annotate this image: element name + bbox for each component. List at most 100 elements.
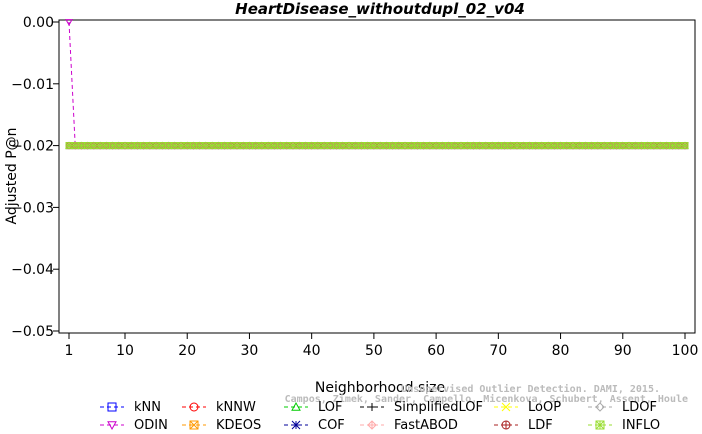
data-point xyxy=(644,142,652,150)
data-point xyxy=(563,142,571,150)
data-point xyxy=(494,142,502,150)
data-point xyxy=(364,142,372,150)
legend-marker xyxy=(501,402,511,412)
data-point xyxy=(413,142,421,150)
legend-marker xyxy=(368,403,376,411)
legend-marker xyxy=(367,420,377,430)
data-point xyxy=(581,142,589,150)
data-point xyxy=(152,142,160,150)
data-point xyxy=(208,142,216,150)
data-point xyxy=(301,142,309,150)
legend-label: FastABOD xyxy=(394,418,458,433)
legend-item-cof: COF xyxy=(284,418,345,433)
data-point xyxy=(115,142,123,150)
data-point xyxy=(227,142,235,150)
data-point xyxy=(588,142,596,150)
data-point xyxy=(619,142,627,150)
legend-item-lof: LOF xyxy=(284,400,343,415)
data-point xyxy=(326,142,334,150)
x-tick-label: 20 xyxy=(178,343,196,359)
data-point xyxy=(345,142,353,150)
data-point xyxy=(600,142,608,150)
data-point xyxy=(557,142,565,150)
data-point xyxy=(463,142,471,150)
data-point xyxy=(277,142,285,150)
data-point xyxy=(339,142,347,150)
data-point xyxy=(90,142,98,150)
data-point xyxy=(258,142,266,150)
legend-item-odin: ODIN xyxy=(100,418,168,433)
x-tick-label: 100 xyxy=(672,343,699,359)
data-point xyxy=(389,142,397,150)
legend-label: LDOF xyxy=(622,400,657,415)
x-tick-label: 1 xyxy=(65,343,74,359)
y-tick-label: −0.03 xyxy=(11,200,54,216)
data-point xyxy=(538,142,546,150)
data-point xyxy=(613,142,621,150)
data-point xyxy=(575,142,583,150)
data-point xyxy=(681,142,689,150)
data-point xyxy=(669,142,677,150)
data-point xyxy=(158,142,166,150)
y-tick-label: −0.02 xyxy=(11,139,54,155)
data-point xyxy=(544,142,552,150)
legend-marker xyxy=(291,401,301,411)
y-axis: 0.00 −0.01 −0.02 −0.03 −0.04 −0.05 xyxy=(11,15,59,340)
data-point xyxy=(507,142,515,150)
data-point xyxy=(457,142,465,150)
series-line xyxy=(68,21,685,147)
legend-label: kNN xyxy=(134,400,161,415)
data-point xyxy=(351,142,359,150)
data-point xyxy=(469,142,477,150)
data-point xyxy=(84,142,92,150)
data-point xyxy=(532,142,540,150)
data-point xyxy=(314,142,322,150)
legend-marker xyxy=(189,420,199,430)
data-point xyxy=(333,142,341,150)
legend-item-ldof: LDOF xyxy=(588,400,657,415)
data-point xyxy=(140,142,148,150)
data-point xyxy=(133,142,141,150)
series-inflo xyxy=(65,142,689,150)
data-point xyxy=(482,142,490,150)
data-point xyxy=(165,142,173,150)
legend-marker xyxy=(501,420,511,430)
x-tick-label: 50 xyxy=(365,343,383,359)
data-point xyxy=(625,142,633,150)
legend-item-fastabod: FastABOD xyxy=(360,418,458,433)
x-axis: 1 10 20 30 40 50 60 70 80 90 100 xyxy=(65,333,699,359)
data-point xyxy=(65,142,73,150)
data-point xyxy=(501,142,509,150)
data-point xyxy=(357,142,365,150)
data-point xyxy=(109,142,117,150)
legend-label: KDEOS xyxy=(216,418,261,433)
data-point xyxy=(121,142,129,150)
legend-item-kdeos: KDEOS xyxy=(182,418,261,433)
data-point xyxy=(476,142,484,150)
data-point xyxy=(252,142,260,150)
legend-label: LDF xyxy=(528,418,553,433)
y-tick-label: −0.01 xyxy=(11,77,54,93)
legend-item-knn: kNN xyxy=(100,400,161,415)
legend-item-knnw: kNNW xyxy=(182,400,256,415)
y-tick-label: −0.04 xyxy=(11,262,54,278)
legend-marker xyxy=(595,420,605,430)
data-point xyxy=(127,142,135,150)
data-point xyxy=(270,142,278,150)
data-point xyxy=(594,142,602,150)
data-point xyxy=(264,142,272,150)
x-tick-label: 40 xyxy=(303,343,321,359)
data-point xyxy=(650,142,658,150)
x-tick-label: 90 xyxy=(614,343,632,359)
series-odin xyxy=(65,19,689,150)
data-point xyxy=(525,142,533,150)
data-point xyxy=(631,142,639,150)
legend-item-inflo: INFLO xyxy=(588,418,660,433)
data-point xyxy=(438,142,446,150)
legend-marker xyxy=(595,402,605,412)
data-point xyxy=(177,142,185,150)
data-point xyxy=(146,142,154,150)
data-point xyxy=(637,142,645,150)
data-point xyxy=(171,142,179,150)
